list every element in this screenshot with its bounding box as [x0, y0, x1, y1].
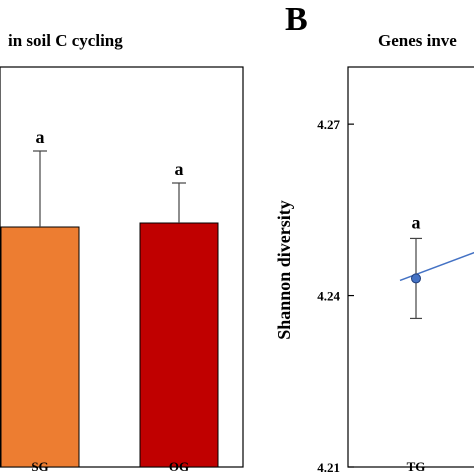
panel-b-plot-frame: [347, 66, 474, 468]
significance-letter-sg: a: [36, 127, 45, 147]
significance-letter-tg: a: [412, 212, 421, 232]
y-tick-label-0: 4.21: [317, 460, 340, 474]
x-tick-label-og: OG: [169, 459, 189, 474]
bar-og: [139, 222, 219, 468]
panel-b-points: a TG: [399, 212, 474, 474]
x-tick-label-tg: TG: [407, 459, 426, 474]
x-tick-label-sg: SG: [31, 459, 48, 474]
panel-b-letter: B: [285, 1, 308, 38]
y-tick-label-2: 4.27: [317, 117, 340, 132]
data-point-tg: [411, 273, 421, 284]
series-line: [399, 251, 474, 282]
panel-b-y-axis: 4.21 4.24 4.27: [317, 117, 354, 474]
panel-a-plot-frame: [0, 66, 244, 468]
panel-b-y-axis-label: Shannon diversity: [274, 200, 294, 340]
panel-a-title: in soil C cycling: [8, 31, 123, 50]
y-tick-label-1: 4.24: [317, 289, 340, 304]
bar-sg: [0, 226, 80, 468]
panel-a-bars: a SG a OG: [0, 127, 219, 474]
significance-letter-og: a: [175, 159, 184, 179]
panel-b-title: Genes inve: [378, 31, 457, 50]
